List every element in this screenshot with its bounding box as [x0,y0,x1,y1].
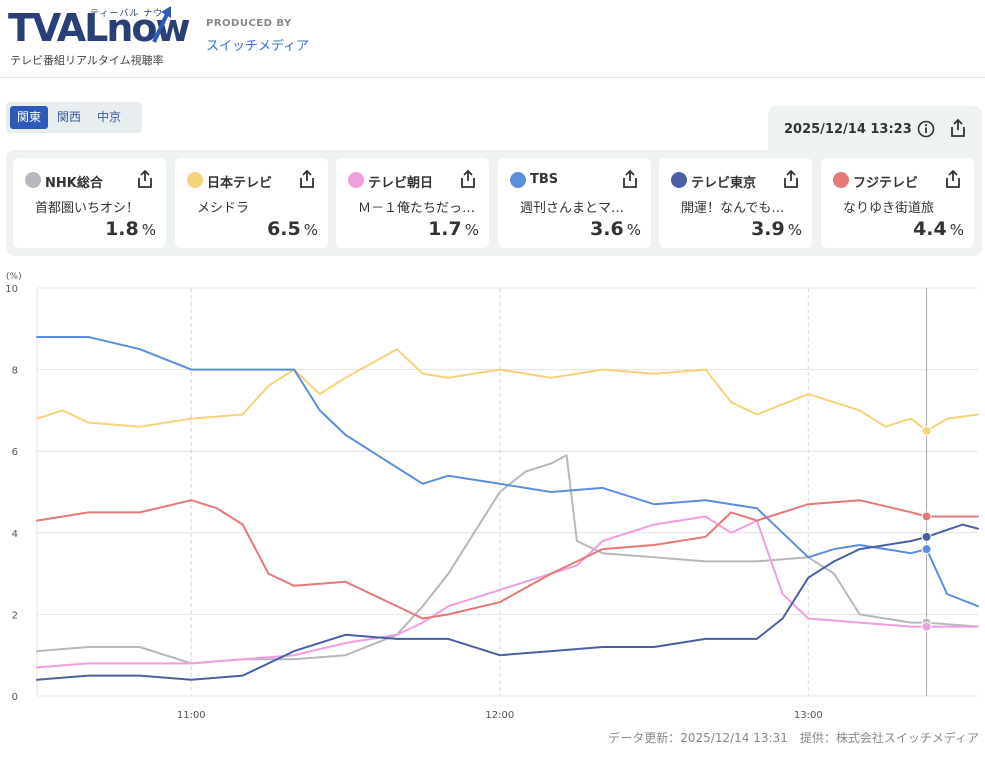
logo-subtitle: テレビ番組リアルタイム視聴率 [10,54,164,67]
cursor-point-4 [921,531,932,542]
rating-unit: % [464,221,479,239]
share-icon[interactable] [297,169,317,189]
rating-unit: % [787,221,802,239]
station-color-dot [25,172,41,188]
series-line-3 [36,336,979,608]
cards-background [6,150,982,256]
program-title: 首都圏いちオシ！ [35,201,140,216]
rating-value: 1.7% [428,218,479,240]
y-tick-label: 4 [12,529,18,540]
timestamp-box [768,106,982,156]
station-color-dot [187,172,203,188]
y-tick-label: 6 [12,447,18,458]
station-name: フジテレビ [853,176,919,191]
station-name: 日本テレビ [207,176,273,191]
rating-value: 4.4% [913,218,964,240]
rating-value: 3.6% [590,218,641,240]
station-name: テレビ東京 [691,176,757,191]
series-line-1 [36,348,979,432]
producer-name[interactable]: スイッチメディア [206,39,310,54]
y-tick-label: 2 [12,610,18,621]
station-card-tv-tokyo[interactable]: テレビ東京 開運！なんでも… 3.9% [659,158,812,248]
program-title: 開運！なんでも… [681,201,785,216]
y-tick-label: 10 [5,284,18,295]
series-line-5 [36,499,979,620]
info-icon[interactable] [917,120,935,138]
rating-number: 4.4 [913,218,947,240]
station-card-tbs[interactable]: TBS 週刊さんまとマ… 3.6% [498,158,651,248]
y-tick-label: 8 [12,366,18,377]
share-icon[interactable] [620,169,640,189]
cursor-point-3 [921,544,932,555]
rating-number: 1.7 [428,218,462,240]
rating-number: 1.8 [105,218,139,240]
tab-chukyo[interactable]: 中京 [97,110,122,124]
ratings-line-chart[interactable]: 0 2 4 6 8 10 (%) 11:00 12:00 13:00 [0,268,985,728]
share-icon[interactable] [943,169,963,189]
header: TVALnow ティーバル ナウ テレビ番組リアルタイム視聴率 PRODUCED… [0,0,985,78]
program-title: Ｍ－１俺たちだっ… [358,201,476,216]
share-icon[interactable] [135,169,155,189]
station-name: テレビ朝日 [368,176,434,191]
station-color-dot [348,172,364,188]
region-tabs: 関東 関西 中京 [6,102,142,133]
tab-kanto[interactable]: 関東 [10,106,49,129]
station-card-fuji[interactable]: フジテレビ なりゆき街道旅 4.4% [821,158,974,248]
station-color-dot [510,172,526,188]
timestamp: 2025/12/14 13:23 [784,122,912,137]
share-icon[interactable] [948,118,968,138]
x-tick-label: 13:00 [794,710,823,721]
rating-unit: % [141,221,156,239]
cursor-point-2 [921,621,932,632]
x-tick-label: 11:00 [177,710,206,721]
program-title: メシドラ [197,201,250,216]
logo-arrow-icon [152,6,171,43]
series-line-4 [36,523,979,681]
station-card-ntv[interactable]: 日本テレビ メシドラ 6.5% [175,158,328,248]
station-color-dot [671,172,687,188]
series-line-2 [36,515,979,669]
rating-value: 3.9% [751,218,802,240]
y-axis-unit-label: (%) [6,272,22,282]
share-icon[interactable] [781,169,801,189]
station-name: TBS [530,172,559,187]
rating-unit: % [626,221,641,239]
tab-kansai[interactable]: 関西 [57,110,82,124]
logo-kana: ティーバル ナウ [90,9,164,19]
cursor-point-1 [921,425,932,436]
rating-number: 3.9 [751,218,785,240]
station-card-nhk[interactable]: NHK総合 首都圏いちオシ！ 1.8% [13,158,166,248]
rating-value: 6.5% [267,218,318,240]
produced-by-label: PRODUCED BY [206,18,292,29]
rating-number: 3.6 [590,218,624,240]
y-tick-label: 0 [12,692,18,703]
rating-value: 1.8% [105,218,156,240]
program-title: なりゆき街道旅 [843,201,935,216]
program-title: 週刊さんまとマ… [520,201,625,216]
cursor-point-5 [921,511,932,522]
rating-unit: % [303,221,318,239]
station-name: NHK総合 [45,176,103,191]
share-icon[interactable] [458,169,478,189]
data-update-footer: データ更新：2025/12/14 13:31 提供：株式会社スイッチメディア [608,731,979,745]
station-color-dot [833,172,849,188]
ratings-panel: 2025/12/14 13:23 NHK総合 首都圏いちオシ！ 1.8% 日本テ… [6,106,982,256]
rating-number: 6.5 [267,218,301,240]
x-tick-label: 12:00 [485,710,514,721]
station-card-tv-asahi[interactable]: テレビ朝日 Ｍ－１俺たちだっ… 1.7% [336,158,489,248]
rating-unit: % [949,221,964,239]
